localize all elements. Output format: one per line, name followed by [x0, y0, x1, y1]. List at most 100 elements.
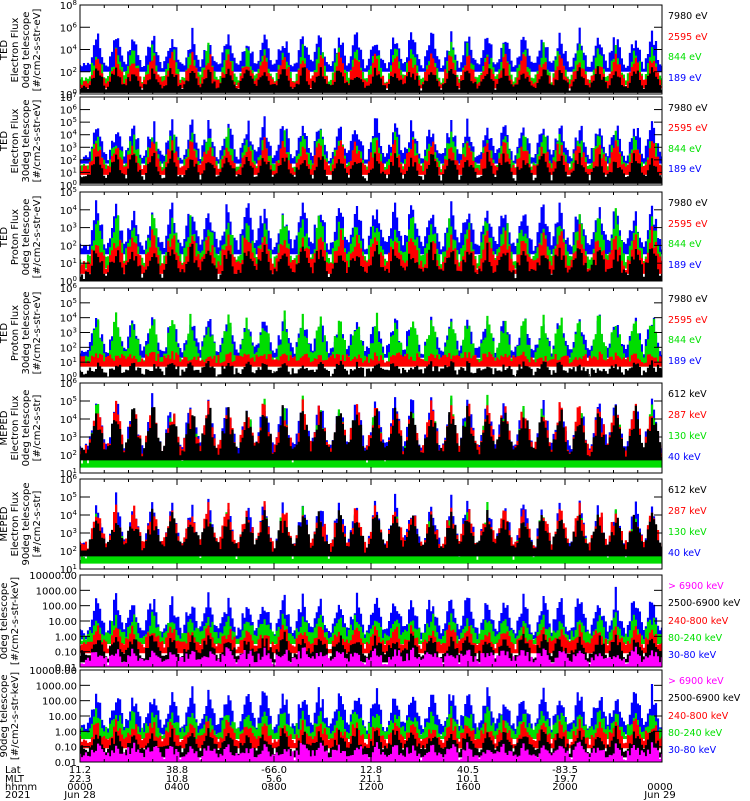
legend-entry: 287 keV	[668, 505, 707, 517]
y-axis-label-line: TED	[0, 226, 10, 247]
y-tick-label: 102	[60, 154, 77, 167]
x-tick-hhmm: 2000	[552, 782, 578, 793]
y-tick-label: 101	[60, 257, 77, 270]
y-axis-label: 0deg telescope [#/cm2-s-str-keV]	[0, 576, 45, 666]
x-tick-hhmm: 0800	[261, 782, 287, 793]
legend-entry: 844 eV	[668, 239, 702, 251]
legend-entry: 240-800 keV	[668, 615, 729, 627]
x-tick-lat: -66.0	[261, 765, 287, 776]
y-axis-label-line: [#/cm2-s-str]	[32, 394, 43, 462]
x-axis-row-label: Lat	[5, 765, 21, 776]
y-tick-label: 102	[60, 239, 77, 252]
legend-entry: 30-80 keV	[668, 745, 717, 757]
y-tick-label: 1.00	[55, 727, 77, 738]
x-tick-mlt: 19.7	[553, 774, 577, 785]
y-axis-label: MEPED Electron Flux 90deg telescope [#/cm2-…	[0, 479, 45, 569]
series--6900-kev	[80, 741, 662, 762]
series-612-kev	[80, 508, 662, 557]
y-tick-label: 100.00	[42, 697, 77, 708]
y-tick-label: 105	[60, 491, 77, 504]
y-axis-label-line: [#/cm2-s-str]	[32, 490, 43, 558]
x-tick-lat: -83.5	[552, 765, 578, 776]
y-tick-label: 104	[60, 204, 78, 217]
y-tick-label: 102	[60, 341, 77, 354]
legend-entry: 7980 eV	[668, 294, 708, 305]
legend-entry: 844 eV	[668, 335, 702, 347]
y-tick-label: 104	[60, 312, 78, 325]
x-tick-lat: 11.2	[68, 765, 92, 776]
legend-entry: 7980 eV	[668, 11, 708, 22]
legend-entry: 2595 eV	[668, 31, 708, 43]
legend-entry: 130 keV	[668, 526, 707, 538]
legend-entry: 612 keV	[668, 389, 707, 400]
y-axis-label-line: TED	[0, 39, 10, 60]
series-mark	[80, 150, 662, 184]
y-tick-label: 104	[60, 129, 78, 142]
legend-entry: 2500-6900 keV	[668, 598, 741, 610]
x-tick-lat: 40.5	[456, 765, 480, 776]
legend-entry: > 6900 keV	[668, 581, 724, 592]
legend-entry: 7980 eV	[668, 103, 708, 114]
legend-entry: > 6900 keV	[668, 676, 724, 687]
x-tick-hhmm: 0400	[164, 782, 190, 793]
series-7980-ev	[80, 66, 662, 93]
y-tick-label: 105	[60, 116, 77, 129]
x-tick-mlt: 10.1	[456, 774, 480, 785]
y-tick-label: 100	[60, 371, 77, 384]
y-axis-label-line: TED	[0, 130, 10, 152]
y-tick-label: 106	[60, 377, 78, 390]
legend-entry: 189 eV	[668, 260, 702, 272]
panel-3: 100 101 102 103 104 105	[60, 186, 663, 288]
y-tick-label: 0.01	[55, 758, 77, 769]
y-tick-label: 0.10	[55, 648, 77, 659]
y-tick-label: 105	[60, 395, 77, 408]
y-axis-label-line: 30deg telescope	[21, 99, 32, 183]
legend-entry: 40 keV	[668, 547, 701, 559]
y-axis-label-line: [#/cm2-s-str-eV]	[32, 195, 43, 278]
x-axis-row-label: 2021	[5, 790, 31, 801]
y-axis-label-line: Proton Flux	[10, 304, 21, 361]
y-tick-label: 100	[60, 275, 77, 288]
x-tick-hhmm: 1600	[455, 782, 481, 793]
y-axis-label: 90deg telescope [#/cm2-s-str-keV]	[0, 671, 45, 761]
y-axis-label-line: [#/cm2-s-str-eV]	[32, 291, 43, 374]
y-axis-label-line: TED	[0, 322, 10, 343]
x-tick-mlt: 5.6	[266, 774, 282, 785]
y-tick-label: 101	[60, 563, 77, 576]
y-tick-label: 100.00	[42, 602, 77, 613]
series-mark	[80, 508, 662, 557]
y-tick-label: 103	[60, 141, 77, 154]
x-tick-lat: 38.8	[165, 765, 189, 776]
y-axis-label-line: 90deg telescope	[21, 482, 32, 566]
y-axis-label-line: 0deg telescope	[0, 582, 10, 660]
legend-entry: 844 eV	[668, 143, 702, 155]
series-7980-ev	[80, 360, 662, 377]
legend-entry: 189 eV	[668, 356, 702, 368]
y-axis-label-line: Proton Flux	[10, 208, 21, 265]
legend-entry: 287 keV	[668, 409, 707, 421]
y-tick-label: 0.01	[55, 663, 77, 674]
series-mark	[80, 741, 662, 762]
legend-entry: 189 eV	[668, 73, 702, 85]
y-axis-label-line: [#/cm2-s-str-keV]	[10, 671, 21, 761]
x-tick-hhmm: 1200	[358, 782, 384, 793]
legend-entry: 80-240 keV	[668, 633, 723, 645]
y-tick-label: 107	[60, 91, 77, 104]
legend-entry: 40 keV	[668, 451, 701, 463]
y-tick-label: 103	[60, 527, 77, 540]
y-axis-label: TED Proton Flux 30deg telescope [#/cm2-s-st…	[0, 288, 45, 378]
y-axis-label-line: 30deg telescope	[21, 290, 32, 375]
y-tick-label: 101	[60, 356, 77, 369]
y-axis-label-line: 0deg telescope	[21, 11, 32, 88]
y-tick-label: 0.10	[55, 743, 77, 754]
y-axis-label: TED Proton Flux 0deg telescope [#/cm2-s-str…	[0, 192, 45, 282]
panel-7: 0.01 0.10 1.00 10.00 100.00 1000.00 10000.00	[29, 571, 663, 674]
panel-8: 0.01 0.10 1.00 10.00 100.00 1000.00 10000.00	[29, 666, 663, 769]
y-axis-label-line: 0deg telescope	[21, 389, 32, 467]
y-tick-label: 106	[60, 282, 78, 295]
series-mark	[80, 242, 662, 281]
y-tick-label: 103	[60, 222, 77, 235]
y-axis-label: TED Electron Flux 0deg telescope [#/cm2-s-s…	[0, 5, 45, 95]
